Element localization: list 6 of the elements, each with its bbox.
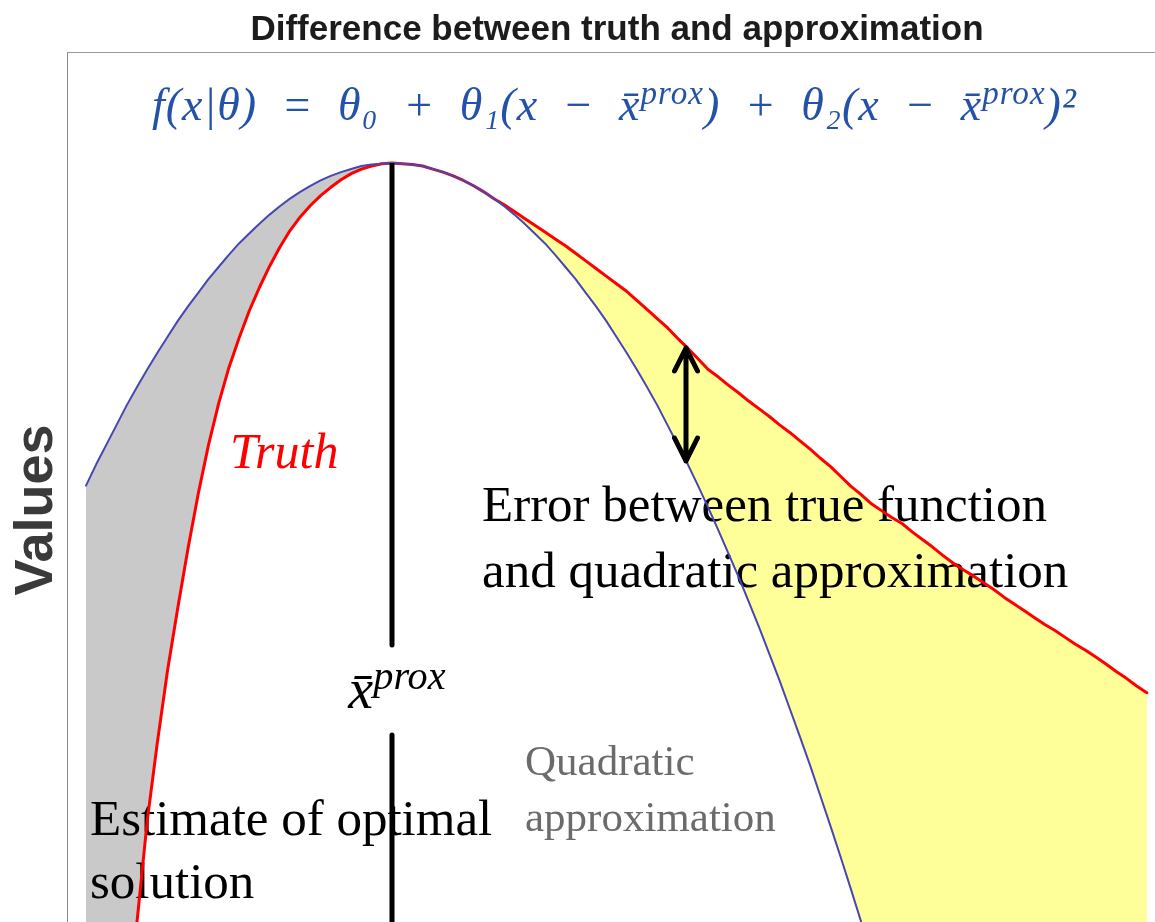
chart-title: Difference between truth and approximation — [250, 8, 984, 47]
annotation: x̄$^{prox}$ — [348, 652, 446, 720]
text: f(x|θ) = θ₀ + θ₁(x − x̄$^{prox}$) + θ₂(x − x̄$^{prox}$)² — [152, 74, 1077, 130]
y-axis-title: Values — [3, 424, 63, 596]
series-label: Quadratic approximation — [525, 736, 777, 842]
series-label: Truth — [230, 423, 339, 479]
